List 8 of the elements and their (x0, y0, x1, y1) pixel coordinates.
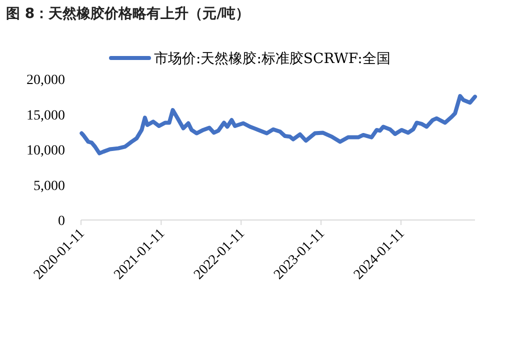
y-tick-label: 10,000 (26, 144, 65, 158)
y-tick-label: 15,000 (26, 108, 65, 124)
legend-label: 市场价:天然橡胶:标准胶SCRWF:全国 (154, 51, 390, 67)
y-tick-label: 20,000 (26, 73, 65, 88)
y-tick-label: 0 (58, 214, 65, 229)
title: 图 8：天然橡胶价格略有上升（元/吨） (6, 6, 250, 22)
y-tick-label: 5,000 (34, 178, 65, 194)
legend: 市场价:天然橡胶:标准胶SCRWF:全国 (109, 51, 390, 67)
